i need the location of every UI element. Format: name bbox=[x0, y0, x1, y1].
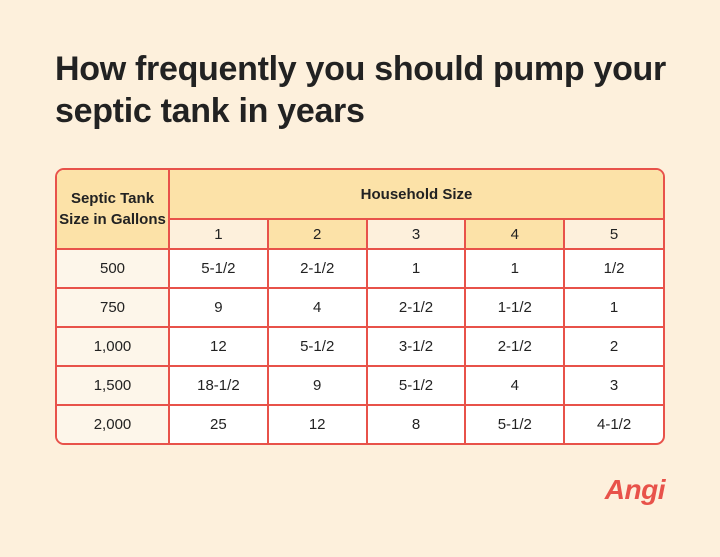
table-frame: Septic Tank Size in Gallons Household Si… bbox=[55, 168, 665, 445]
column-header: 4 bbox=[464, 218, 566, 250]
table-row: 2,000 25 12 8 5-1/2 4-1/2 bbox=[57, 404, 663, 443]
table-row: 1,000 12 5-1/2 3-1/2 2-1/2 2 bbox=[57, 326, 663, 367]
row-header: 1,000 bbox=[57, 326, 170, 367]
cell: 5-1/2 bbox=[365, 365, 467, 406]
cell: 4 bbox=[266, 287, 368, 328]
cell: 5-1/2 bbox=[464, 404, 566, 443]
cell: 1 bbox=[464, 249, 566, 289]
cell: 5-1/2 bbox=[266, 326, 368, 367]
cell: 9 bbox=[168, 287, 269, 328]
cell: 1 bbox=[365, 249, 467, 289]
cell: 1/2 bbox=[563, 249, 663, 289]
row-header: 500 bbox=[57, 249, 170, 289]
title: How frequently you should pump your sept… bbox=[55, 50, 666, 130]
cell: 2-1/2 bbox=[365, 287, 467, 328]
column-header: 2 bbox=[266, 218, 368, 250]
cell: 12 bbox=[266, 404, 368, 443]
cell: 4 bbox=[464, 365, 566, 406]
logo: Angi bbox=[604, 474, 666, 505]
cell: 4-1/2 bbox=[563, 404, 663, 443]
cell: 1-1/2 bbox=[464, 287, 566, 328]
table-row: 750 9 4 2-1/2 1-1/2 1 bbox=[57, 287, 663, 328]
cell: 2-1/2 bbox=[266, 249, 368, 289]
table-row: 500 5-1/2 2-1/2 1 1 1/2 bbox=[57, 249, 663, 289]
cell: 5-1/2 bbox=[168, 249, 269, 289]
cell: 18-1/2 bbox=[168, 365, 269, 406]
cell: 2 bbox=[563, 326, 663, 367]
cell: 12 bbox=[168, 326, 269, 367]
pump-table: Septic Tank Size in Gallons Household Si… bbox=[57, 170, 663, 443]
table-row: 1,500 18-1/2 9 5-1/2 4 3 bbox=[57, 365, 663, 406]
cell: 3-1/2 bbox=[365, 326, 467, 367]
cell: 2-1/2 bbox=[464, 326, 566, 367]
row-header: 2,000 bbox=[57, 404, 170, 443]
column-header: 5 bbox=[563, 218, 663, 250]
column-header: 1 bbox=[169, 218, 269, 250]
cell: 8 bbox=[365, 404, 467, 443]
cell: 25 bbox=[168, 404, 269, 443]
cell: 1 bbox=[563, 287, 663, 328]
column-header: 3 bbox=[365, 218, 467, 250]
cell: 3 bbox=[563, 365, 663, 406]
row-header: 1,500 bbox=[57, 365, 170, 406]
cell: 9 bbox=[266, 365, 368, 406]
group-header: Household Size bbox=[168, 170, 663, 220]
corner-header: Septic Tank Size in Gallons bbox=[57, 170, 170, 250]
row-header: 750 bbox=[57, 287, 170, 328]
